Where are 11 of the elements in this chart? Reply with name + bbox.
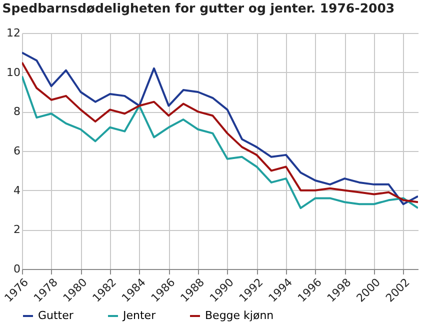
y-tick-label: 4: [14, 184, 20, 197]
y-tick-label: 6: [14, 144, 20, 158]
chart-title: Spedbarnsdødeligheten for gutter og jenter. 1976-2003: [2, 0, 395, 16]
y-tick-label: 10: [6, 66, 20, 79]
y-tick-label: 8: [14, 105, 20, 118]
y-tick-label: 12: [6, 26, 20, 40]
y-tick-label: 0: [14, 262, 20, 276]
legend-label: Jenter: [122, 309, 156, 322]
legend-label: Gutter: [38, 309, 74, 322]
y-tick-label: 2: [14, 223, 20, 236]
legend-label: Begge kjønn: [205, 309, 274, 322]
